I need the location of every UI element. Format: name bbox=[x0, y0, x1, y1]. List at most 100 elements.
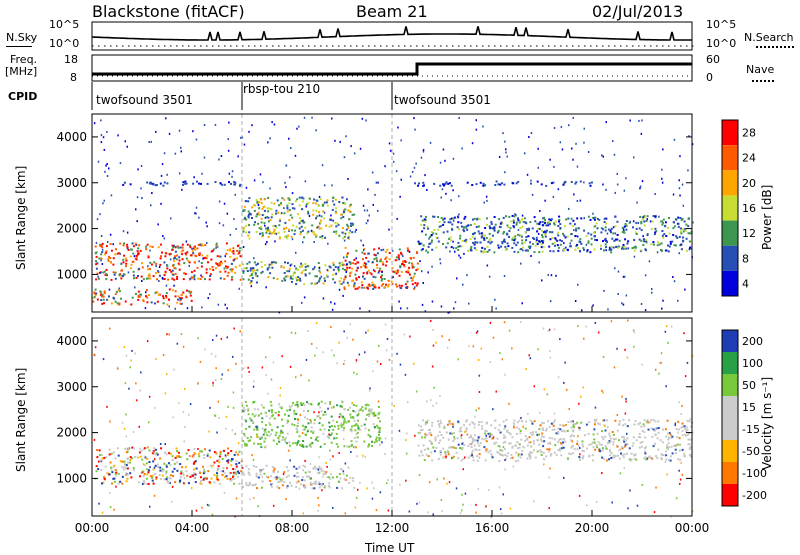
noise-cell bbox=[625, 294, 628, 297]
cell bbox=[446, 423, 449, 426]
cell bbox=[245, 465, 248, 468]
noise-cell bbox=[371, 481, 373, 484]
cell bbox=[181, 466, 184, 469]
cell bbox=[473, 232, 475, 235]
noise-cell bbox=[627, 247, 630, 250]
noise-cell bbox=[310, 422, 312, 425]
cell bbox=[666, 419, 669, 422]
cell bbox=[342, 202, 345, 204]
cell bbox=[676, 443, 679, 446]
noise-cell bbox=[231, 170, 234, 173]
noise-cell bbox=[363, 209, 366, 212]
noise-cell bbox=[238, 287, 240, 290]
cell bbox=[287, 414, 290, 417]
cell bbox=[582, 247, 585, 250]
cell bbox=[310, 442, 313, 445]
cell bbox=[394, 283, 397, 286]
cell bbox=[114, 293, 117, 296]
cell bbox=[384, 286, 387, 288]
cell bbox=[639, 216, 642, 218]
cell bbox=[200, 482, 203, 485]
cell bbox=[328, 425, 331, 428]
cell bbox=[556, 239, 559, 242]
cell bbox=[528, 229, 530, 231]
noise-cell bbox=[359, 307, 361, 310]
cell bbox=[346, 252, 349, 255]
noise-cell bbox=[654, 193, 656, 195]
noise-cell bbox=[606, 232, 609, 235]
cell bbox=[189, 244, 191, 247]
cell bbox=[243, 434, 246, 437]
cell bbox=[214, 181, 217, 183]
cell bbox=[349, 272, 352, 275]
noise-cell bbox=[406, 307, 409, 310]
cell bbox=[313, 198, 316, 201]
cell bbox=[428, 242, 431, 245]
noise-cell bbox=[684, 288, 686, 291]
cell bbox=[518, 427, 521, 430]
cell bbox=[277, 410, 280, 413]
noise-cell bbox=[675, 497, 678, 500]
cell bbox=[251, 268, 254, 271]
noise-cell bbox=[448, 338, 450, 341]
cell bbox=[506, 224, 509, 227]
cell bbox=[689, 232, 692, 235]
cell bbox=[335, 207, 337, 210]
noise-cell bbox=[377, 400, 380, 403]
noise-cell bbox=[345, 271, 347, 273]
cell bbox=[337, 223, 340, 226]
cell bbox=[312, 430, 315, 433]
cell bbox=[142, 278, 145, 281]
cell bbox=[689, 438, 692, 441]
noise-cell bbox=[667, 341, 669, 344]
cell bbox=[573, 426, 575, 429]
cell bbox=[105, 273, 108, 276]
cell bbox=[244, 224, 247, 227]
noise-cell bbox=[476, 330, 479, 333]
noise-cell bbox=[166, 333, 168, 336]
cell bbox=[372, 423, 375, 426]
noise-cell bbox=[189, 277, 191, 280]
noise-cell bbox=[285, 498, 287, 501]
cell bbox=[342, 210, 345, 213]
cell bbox=[648, 455, 651, 458]
cell bbox=[260, 446, 263, 449]
noise-cell bbox=[104, 170, 106, 173]
cell bbox=[296, 471, 299, 474]
cell bbox=[232, 250, 235, 252]
cell bbox=[654, 231, 657, 234]
cell bbox=[348, 445, 351, 448]
cell bbox=[680, 243, 683, 246]
cell bbox=[563, 225, 566, 228]
cell bbox=[340, 277, 343, 280]
cell bbox=[180, 470, 183, 473]
cell bbox=[233, 259, 235, 262]
cell bbox=[379, 420, 381, 423]
cell bbox=[627, 240, 630, 243]
noise-cell bbox=[523, 446, 526, 449]
cell bbox=[608, 248, 611, 251]
noise-cell bbox=[646, 457, 649, 460]
cell bbox=[614, 225, 617, 228]
cell bbox=[355, 278, 358, 281]
cell bbox=[415, 269, 418, 272]
cell bbox=[253, 442, 256, 445]
cell bbox=[216, 245, 219, 248]
cell bbox=[155, 262, 158, 265]
cell bbox=[100, 454, 103, 456]
cell bbox=[229, 255, 232, 258]
cell bbox=[520, 234, 523, 237]
noise-cell bbox=[215, 367, 217, 370]
noise-cell bbox=[661, 168, 663, 171]
cell bbox=[124, 300, 127, 303]
cell bbox=[176, 469, 179, 472]
cell bbox=[324, 411, 326, 413]
cell bbox=[211, 249, 214, 252]
noise-cell bbox=[670, 433, 672, 436]
cell bbox=[100, 293, 103, 296]
cell bbox=[288, 405, 291, 408]
cell bbox=[178, 268, 181, 271]
cell bbox=[337, 427, 340, 430]
cell bbox=[680, 232, 683, 235]
noise-cell bbox=[264, 243, 267, 246]
